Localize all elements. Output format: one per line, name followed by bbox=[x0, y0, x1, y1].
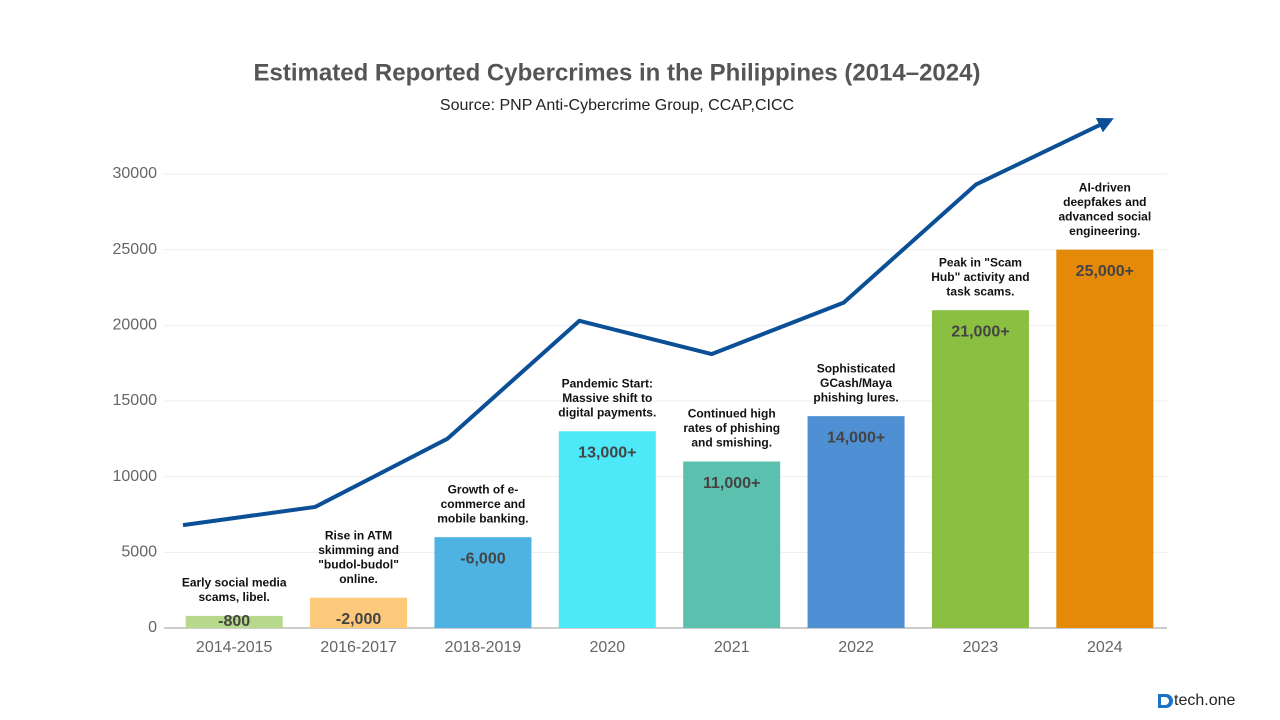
value-label: -2,000 bbox=[336, 611, 381, 628]
annotation: advanced social bbox=[1058, 209, 1151, 223]
trend-line bbox=[182, 117, 1114, 528]
annotation: and smishing. bbox=[691, 436, 772, 450]
x-tick-label: 2018-2019 bbox=[445, 639, 522, 656]
chart-title: Estimated Reported Cybercrimes in the Ph… bbox=[254, 59, 981, 86]
value-label: 13,000+ bbox=[578, 444, 636, 461]
logo: tech.one bbox=[1158, 692, 1235, 709]
y-tick-label: 5000 bbox=[121, 544, 157, 561]
value-label: 14,000+ bbox=[827, 429, 885, 446]
annotation: "budol-budol" bbox=[318, 557, 399, 571]
bar bbox=[310, 597, 408, 628]
annotation: GCash/Maya bbox=[820, 376, 892, 390]
annotation: rates of phishing bbox=[683, 421, 780, 435]
bar bbox=[807, 416, 905, 628]
value-label: 11,000+ bbox=[703, 475, 760, 492]
annotation: scams, libel. bbox=[199, 590, 270, 604]
annotation: AI-driven bbox=[1079, 180, 1131, 194]
x-tick-label: 2023 bbox=[963, 639, 999, 656]
logo-text: tech.one bbox=[1174, 692, 1235, 709]
y-tick-label: 0 bbox=[148, 619, 157, 636]
annotation: commerce and bbox=[441, 497, 526, 511]
annotation: phishing lures. bbox=[813, 390, 898, 404]
bar bbox=[683, 461, 781, 628]
value-label: -6,000 bbox=[460, 550, 505, 567]
annotation: Early social media bbox=[182, 576, 287, 590]
annotation: digital payments. bbox=[558, 405, 656, 419]
annotation: Massive shift to bbox=[562, 391, 652, 405]
y-tick-label: 10000 bbox=[113, 468, 158, 485]
y-tick-label: 25000 bbox=[113, 241, 158, 258]
annotation: Hub" activity and bbox=[931, 270, 1029, 284]
bar bbox=[1056, 249, 1154, 628]
annotation: task scams. bbox=[946, 284, 1014, 298]
value-label: 21,000+ bbox=[951, 323, 1009, 340]
annotation: Pandemic Start: bbox=[562, 376, 653, 390]
bar bbox=[434, 537, 532, 628]
bar bbox=[558, 431, 656, 628]
annotation: Sophisticated bbox=[817, 361, 896, 375]
x-tick-label: 2024 bbox=[1087, 639, 1123, 656]
annotation: skimming and bbox=[318, 543, 399, 557]
y-tick-label: 15000 bbox=[113, 392, 158, 409]
annotation: Peak in "Scam bbox=[939, 255, 1022, 269]
annotation: Continued high bbox=[688, 407, 776, 421]
chart-subtitle: Source: PNP Anti-Cybercrime Group, CCAP,… bbox=[440, 97, 794, 114]
value-label: -800 bbox=[218, 613, 250, 630]
y-tick-label: 30000 bbox=[113, 165, 158, 182]
x-tick-label: 2016-2017 bbox=[320, 639, 397, 656]
annotation: online. bbox=[339, 572, 378, 586]
annotation: mobile banking. bbox=[437, 511, 528, 525]
x-tick-label: 2020 bbox=[590, 639, 626, 656]
annotation: Growth of e- bbox=[448, 482, 519, 496]
bar bbox=[931, 310, 1029, 628]
x-tick-label: 2014-2015 bbox=[196, 639, 273, 656]
logo-icon bbox=[1158, 694, 1173, 708]
x-tick-label: 2021 bbox=[714, 639, 750, 656]
annotation: engineering. bbox=[1069, 224, 1140, 238]
x-tick-label: 2022 bbox=[838, 639, 874, 656]
bar bbox=[185, 615, 283, 628]
annotation: Rise in ATM bbox=[325, 528, 392, 542]
annotation: deepfakes and bbox=[1063, 195, 1146, 209]
value-label: 25,000+ bbox=[1076, 263, 1134, 280]
y-tick-label: 20000 bbox=[113, 317, 158, 334]
